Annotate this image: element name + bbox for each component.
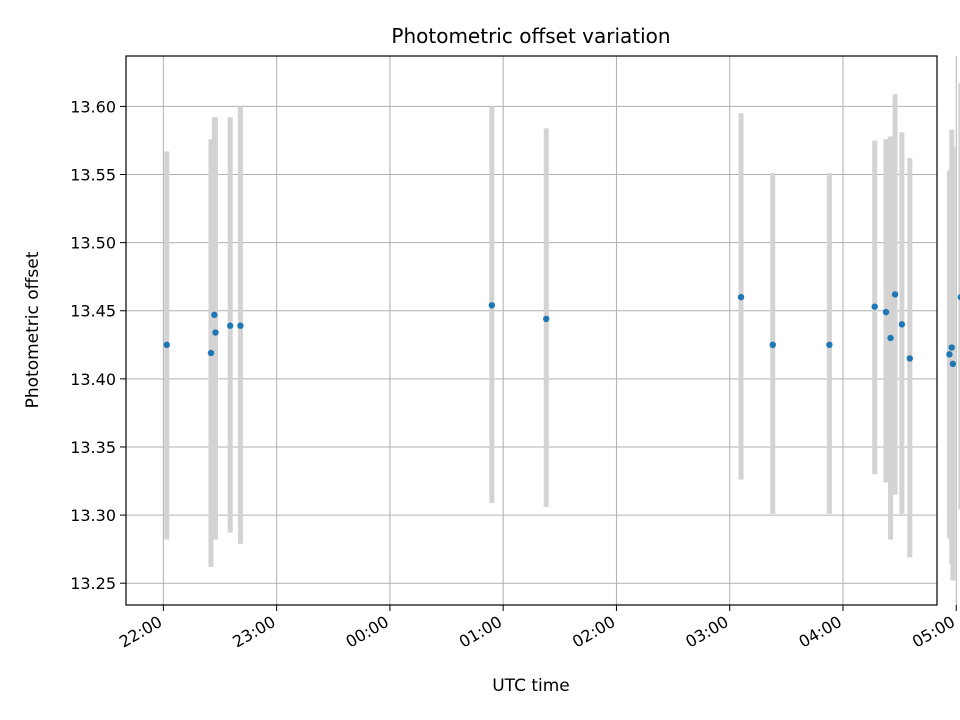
y-tick-label: 13.50 — [70, 234, 116, 253]
x-tick-label: 05:00 — [909, 612, 958, 652]
data-point — [882, 308, 890, 316]
y-tick-label: 13.45 — [70, 302, 116, 321]
y-tick-label: 13.40 — [70, 370, 116, 389]
x-tick-label: 22:00 — [116, 612, 165, 652]
data-point — [207, 349, 215, 357]
point-layer — [163, 291, 960, 368]
y-tick-label: 13.30 — [70, 506, 116, 525]
data-point — [737, 293, 745, 301]
data-point — [211, 311, 218, 319]
data-point — [227, 322, 234, 329]
y-axis-ticks: 13.25 13.30 13.35 13.40 13.45 13.50 13.55 13.60 — [70, 97, 126, 593]
x-axis-title: UTC time — [492, 676, 570, 696]
grid-layer — [126, 56, 957, 605]
data-point — [946, 351, 953, 358]
data-point — [826, 341, 833, 349]
chart-title: Photometric offset variation — [391, 24, 670, 48]
data-point — [898, 321, 906, 328]
data-point — [957, 294, 960, 301]
data-point — [891, 291, 899, 298]
x-tick-label: 01:00 — [456, 612, 505, 652]
x-tick-label: 02:00 — [569, 612, 618, 652]
data-point — [237, 322, 244, 329]
data-point — [543, 315, 550, 323]
y-tick-label: 13.35 — [70, 438, 116, 457]
y-tick-label: 13.55 — [70, 166, 116, 185]
errorbar-layer — [164, 83, 960, 581]
data-point — [488, 302, 496, 309]
x-tick-label: 23:00 — [229, 612, 278, 652]
y-tick-label: 13.25 — [70, 574, 116, 593]
data-point — [871, 303, 878, 310]
y-tick-label: 13.60 — [70, 97, 116, 116]
x-tick-label: 00:00 — [342, 612, 391, 652]
data-point — [887, 334, 894, 342]
data-point — [769, 341, 776, 349]
data-point — [906, 355, 914, 362]
data-point — [212, 329, 219, 336]
data-point — [948, 344, 955, 351]
plot-frame — [125, 55, 938, 606]
x-tick-label: 03:00 — [682, 612, 731, 652]
y-axis-title: Photometric offset — [23, 251, 43, 408]
data-point — [163, 341, 170, 349]
x-tick-label: 04:00 — [796, 612, 845, 652]
data-point — [949, 360, 957, 368]
x-axis-ticks: 22:00 23:00 00:00 01:00 02:00 03:00 04:00 05:00 — [116, 605, 958, 652]
